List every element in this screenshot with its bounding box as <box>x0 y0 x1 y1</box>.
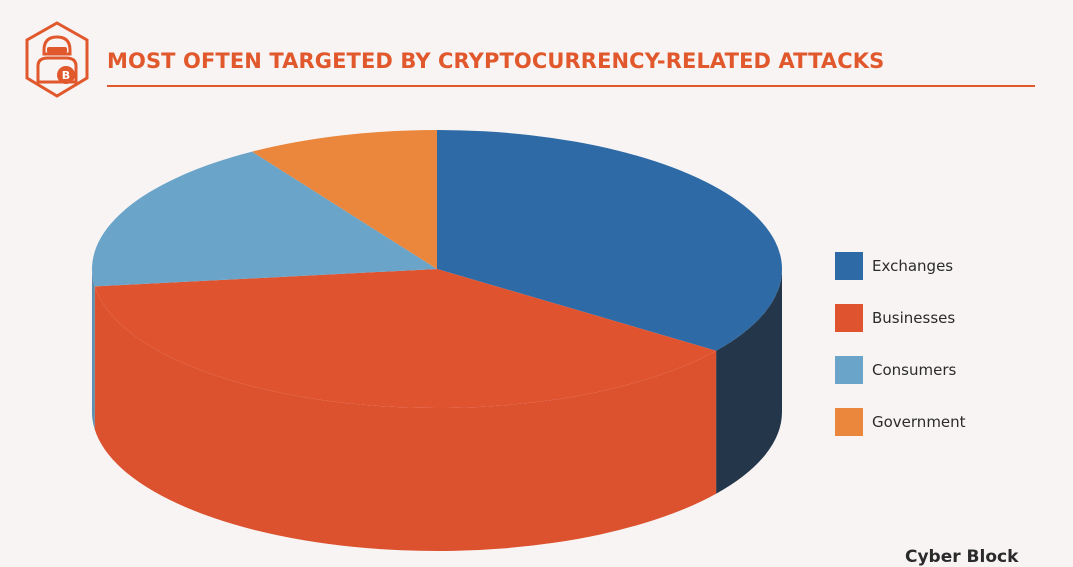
pie-side-exchanges <box>716 269 782 494</box>
hacker-bitcoin-icon: B <box>25 21 89 98</box>
legend-item-businesses: Businesses <box>835 304 1015 334</box>
legend-swatch <box>835 356 863 384</box>
title-divider <box>107 85 1035 87</box>
svg-text:B: B <box>62 69 70 82</box>
legend-label: Consumers <box>872 361 957 379</box>
pie-slice-government <box>252 130 437 269</box>
legend-swatch <box>835 304 863 332</box>
legend-item-exchanges: Exchanges <box>835 252 1015 282</box>
pie-slice-consumers <box>91 151 437 287</box>
pie-side-businesses <box>94 286 717 551</box>
legend-label: Government <box>872 413 966 431</box>
legend-swatch <box>835 252 863 280</box>
pie-slice-businesses <box>94 269 717 408</box>
legend-item-government: Government <box>835 408 1015 438</box>
chart-title: MOST OFTEN TARGETED BY CRYPTOCURRENCY-RE… <box>107 49 885 73</box>
legend-label: Exchanges <box>872 257 954 275</box>
pie-slice-exchanges <box>437 130 782 351</box>
legend-swatch <box>835 408 863 436</box>
pie-side-consumers <box>92 269 95 430</box>
watermark: Cyber Block <box>905 547 1019 567</box>
legend-label: Businesses <box>872 309 956 327</box>
legend-item-consumers: Consumers <box>835 356 1015 386</box>
